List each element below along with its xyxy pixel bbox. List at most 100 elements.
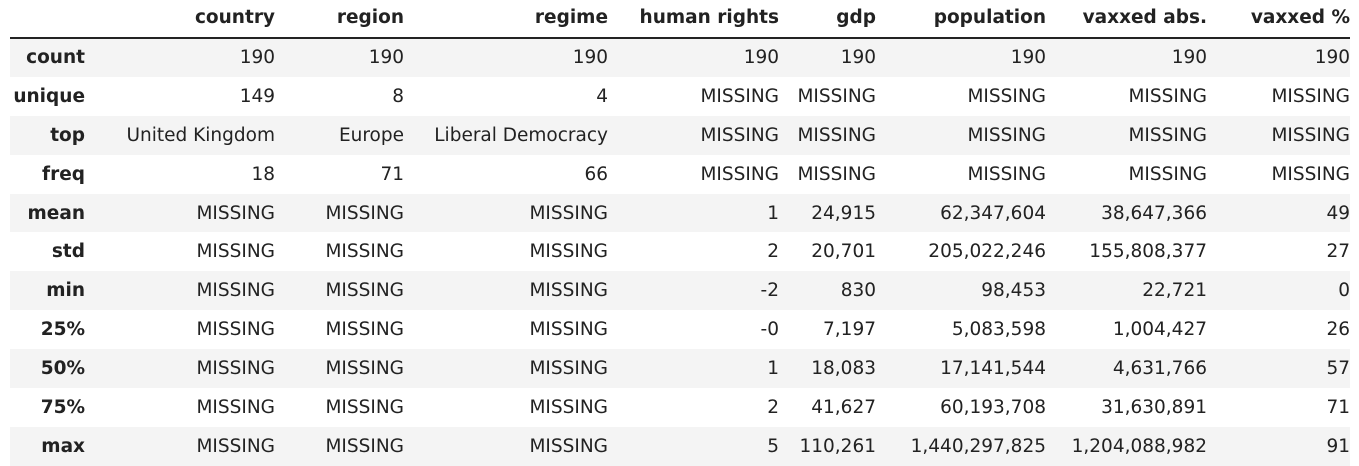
cell-human-rights: 5 [767, 435, 779, 457]
cell-region: MISSING [325, 358, 404, 380]
cell-vaxxed-abs: 1,204,088,982 [1071, 435, 1207, 457]
cell-country: MISSING [196, 319, 275, 341]
table-row: top United Kingdom Europe Liberal Democracy… [10, 115, 1350, 155]
cell-human-rights: 1 [767, 358, 779, 380]
cell-human-rights: 2 [767, 241, 779, 263]
cell-vaxxed-abs: 4,631,766 [1112, 358, 1207, 380]
cell-gdp: 24,915 [811, 202, 876, 224]
cell-population: 60,193,708 [940, 396, 1046, 418]
table-row: count 190 190 190 190 190 190 190 190 [10, 38, 1350, 77]
cell-population: 1,440,297,825 [910, 435, 1046, 457]
index-header [10, 0, 85, 39]
cell-gdp: 190 [840, 47, 876, 69]
cell-vaxxed-pct: 0 [1338, 280, 1350, 302]
cell-gdp: 41,627 [811, 396, 876, 418]
cell-vaxxed-pct: MISSING [1271, 124, 1350, 146]
cell-regime: 4 [596, 85, 608, 107]
table-row: min MISSING MISSING MISSING -2 830 98,453 22,72… [10, 271, 1350, 311]
cell-population: 5,083,598 [951, 319, 1046, 341]
cell-region: MISSING [325, 241, 404, 263]
cell-population: 190 [1010, 47, 1046, 69]
table-row: freq 18 71 66 MISSING MISSING MISSING MISSING MI… [10, 155, 1350, 194]
cell-vaxxed-abs: MISSING [1128, 85, 1207, 107]
cell-country: 18 [251, 163, 275, 185]
cell-human-rights: -2 [760, 280, 779, 302]
row-label: count [26, 47, 85, 69]
cell-vaxxed-abs: 190 [1171, 47, 1207, 69]
cell-vaxxed-pct: 190 [1314, 47, 1350, 69]
row-label: 25% [40, 319, 85, 341]
cell-vaxxed-abs: MISSING [1128, 163, 1207, 185]
cell-vaxxed-pct: 26 [1326, 319, 1350, 341]
cell-human-rights: 2 [767, 396, 779, 418]
column-header-human-rights: human rights [608, 0, 779, 39]
table-body: count 190 190 190 190 190 190 190 190 unique 149 8 4… [10, 38, 1350, 466]
table-row: 75% MISSING MISSING MISSING 2 41,627 60,193,70… [10, 388, 1350, 427]
cell-gdp: MISSING [797, 124, 876, 146]
cell-gdp: 830 [840, 280, 876, 302]
cell-vaxxed-abs: 155,808,377 [1089, 241, 1207, 263]
cell-vaxxed-abs: 31,630,891 [1101, 396, 1207, 418]
cell-human-rights: MISSING [700, 163, 779, 185]
cell-regime: MISSING [529, 241, 608, 263]
row-label: mean [27, 202, 85, 224]
row-label: top [50, 124, 85, 146]
cell-gdp: 7,197 [823, 319, 876, 341]
row-label: 75% [40, 396, 85, 418]
cell-region: 8 [392, 85, 404, 107]
table-row: max MISSING MISSING MISSING 5 110,261 1,440,29… [10, 426, 1350, 466]
row-label: freq [42, 163, 85, 185]
cell-human-rights: 1 [767, 202, 779, 224]
cell-country: MISSING [196, 202, 275, 224]
cell-regime: MISSING [529, 319, 608, 341]
cell-human-rights: 190 [743, 47, 779, 69]
cell-country: 190 [239, 47, 275, 69]
row-label: std [51, 241, 85, 263]
cell-human-rights: MISSING [700, 85, 779, 107]
cell-vaxxed-pct: 91 [1326, 435, 1350, 457]
table-row: unique 149 8 4 MISSING MISSING MISSING MISSING M… [10, 77, 1350, 116]
describe-table: country region regime human rights gdp p… [10, 0, 1350, 466]
table-header: country region regime human rights gdp p… [10, 0, 1350, 39]
cell-regime: MISSING [529, 280, 608, 302]
cell-country: MISSING [196, 241, 275, 263]
cell-population: 205,022,246 [928, 241, 1046, 263]
cell-regime: MISSING [529, 396, 608, 418]
cell-gdp: 110,261 [799, 435, 876, 457]
cell-regime: MISSING [529, 358, 608, 380]
cell-regime: Liberal Democracy [434, 124, 608, 146]
cell-region: MISSING [325, 396, 404, 418]
column-header-region: region [275, 0, 404, 39]
column-header-vaxxed-abs: vaxxed abs. [1046, 0, 1207, 39]
cell-vaxxed-abs: 22,721 [1142, 280, 1207, 302]
cell-country: 149 [239, 85, 275, 107]
cell-vaxxed-pct: MISSING [1271, 85, 1350, 107]
column-header-regime: regime [404, 0, 608, 39]
table-row: 25% MISSING MISSING MISSING -0 7,197 5,083,598… [10, 310, 1350, 349]
cell-regime: 190 [572, 47, 608, 69]
column-header-country: country [85, 0, 275, 39]
cell-population: MISSING [967, 163, 1046, 185]
header-row: country region regime human rights gdp p… [10, 0, 1350, 39]
cell-human-rights: MISSING [700, 124, 779, 146]
cell-region: Europe [338, 124, 404, 146]
cell-vaxxed-pct: 49 [1326, 202, 1350, 224]
column-header-gdp: gdp [779, 0, 876, 39]
column-header-population: population [876, 0, 1046, 39]
table-row: std MISSING MISSING MISSING 2 20,701 205,022,2… [10, 232, 1350, 271]
table-row: mean MISSING MISSING MISSING 1 24,915 62,347,6… [10, 193, 1350, 233]
cell-region: MISSING [325, 280, 404, 302]
cell-country: MISSING [196, 358, 275, 380]
cell-gdp: 20,701 [811, 241, 876, 263]
cell-population: 98,453 [981, 280, 1046, 302]
cell-region: MISSING [325, 202, 404, 224]
cell-gdp: MISSING [797, 85, 876, 107]
cell-region: MISSING [325, 435, 404, 457]
cell-population: MISSING [967, 124, 1046, 146]
cell-region: 190 [368, 47, 404, 69]
cell-gdp: 18,083 [811, 358, 876, 380]
cell-vaxxed-abs: 38,647,366 [1101, 202, 1207, 224]
cell-country: MISSING [196, 280, 275, 302]
cell-country: United Kingdom [126, 124, 276, 146]
cell-vaxxed-pct: 57 [1326, 358, 1350, 380]
